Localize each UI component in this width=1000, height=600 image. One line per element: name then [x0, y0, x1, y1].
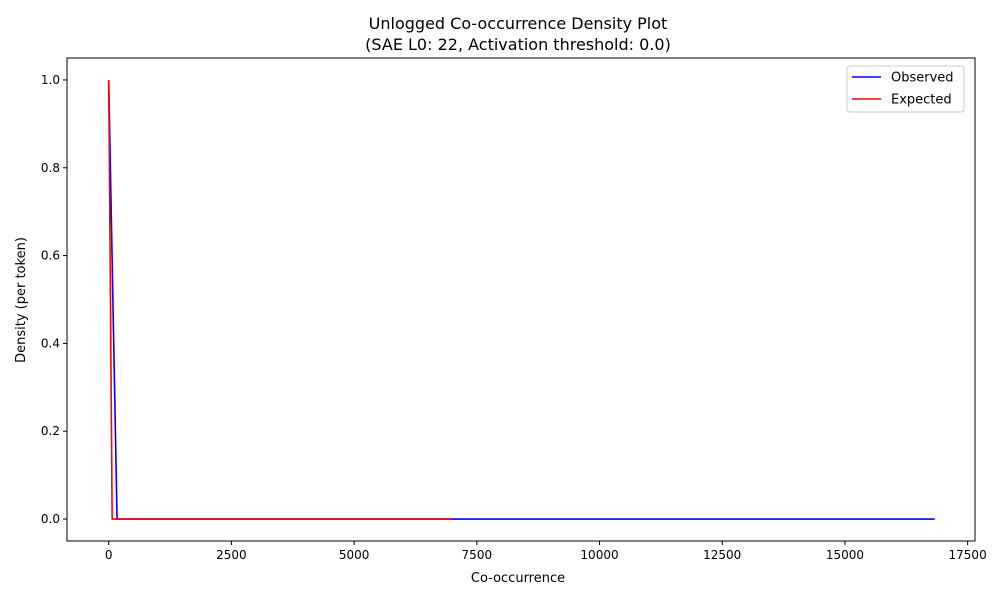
y-axis-label: Density (per token): [14, 237, 29, 363]
legend-label-observed: Observed: [891, 71, 954, 86]
series-layer: [107, 79, 935, 520]
x-tick-label: 0: [105, 548, 113, 562]
x-tick-label: 5000: [339, 548, 370, 562]
series-line-expected: [107, 79, 453, 520]
legend: Observed Expected: [846, 65, 965, 113]
x-tick-label: 15000: [826, 548, 864, 562]
chart-title: Unlogged Co-occurrence Density Plot: [369, 14, 668, 33]
chart-subtitle: (SAE L0: 22, Activation threshold: 0.0): [365, 35, 671, 54]
plot-frame: [66, 57, 976, 542]
y-tick-label: 1.0: [41, 73, 60, 87]
series-line-observed: [107, 79, 935, 520]
y-tick-label: 0.0: [41, 512, 60, 526]
y-tick-label: 0.4: [41, 336, 60, 350]
x-axis-label: Co-occurrence: [471, 571, 565, 586]
x-axis-ticks: 0 2500 5000 7500 10000 12500 15000 17500: [105, 541, 987, 562]
x-tick-label: 2500: [216, 548, 247, 562]
y-tick-label: 0.2: [41, 424, 60, 438]
x-tick-label: 12500: [703, 548, 741, 562]
x-tick-label: 17500: [949, 548, 987, 562]
y-axis-ticks: 0.0 0.2 0.4 0.6 0.8 1.0: [41, 73, 67, 526]
legend-label-expected: Expected: [891, 93, 952, 108]
y-tick-label: 0.6: [41, 249, 60, 263]
y-tick-label: 0.8: [41, 161, 60, 175]
x-tick-label: 7500: [462, 548, 493, 562]
x-tick-label: 10000: [580, 548, 618, 562]
